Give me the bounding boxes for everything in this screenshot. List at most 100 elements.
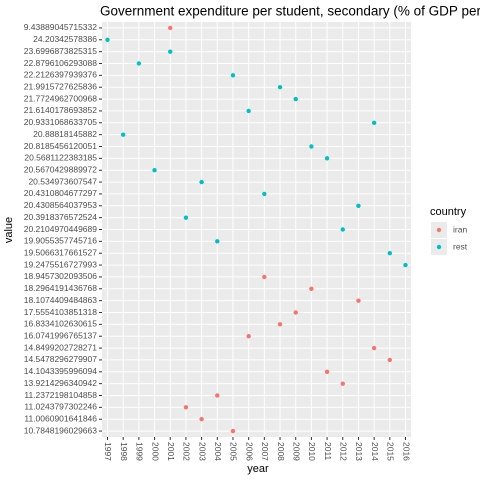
x-tick-label: 2001 <box>166 442 176 461</box>
point <box>246 334 251 339</box>
y-tick-label: 20.534973607547 <box>28 176 97 186</box>
y-tick-label: 23.6996873825315 <box>24 46 98 56</box>
point <box>387 357 393 363</box>
point <box>136 61 142 66</box>
y-tick-label: 14.8499202728271 <box>24 342 98 352</box>
y-tick-label: 24.20342578386 <box>33 34 97 44</box>
point <box>371 345 377 351</box>
y-tick-label: 19.9055357745716 <box>24 236 98 246</box>
y-tick-label: 18.9457302093506 <box>24 271 98 281</box>
y-tick-label: 19.2475516727993 <box>24 259 98 269</box>
point <box>168 25 173 31</box>
point <box>120 132 126 137</box>
x-tick-label: 2015 <box>386 442 396 461</box>
point <box>230 428 236 434</box>
point <box>262 274 267 280</box>
y-tick-label: 20.5670429889972 <box>24 164 98 174</box>
y-tick-label: 20.3918376572524 <box>24 212 98 222</box>
x-tick-label: 2014 <box>370 442 380 461</box>
point <box>324 156 330 161</box>
y-tick-label: 21.6140178693852 <box>24 105 98 115</box>
point <box>403 262 408 268</box>
y-tick-label: 11.2372198104858 <box>24 390 97 400</box>
y-tick-label: 20.88818145882 <box>33 129 97 139</box>
point <box>324 369 330 374</box>
x-axis-title: year <box>247 463 269 475</box>
x-tick-label: 2002 <box>182 442 192 461</box>
x-tick-label: 2004 <box>213 442 223 461</box>
point <box>262 191 267 197</box>
point <box>215 239 220 244</box>
x-tick-label: 2011 <box>323 442 333 461</box>
y-tick-label: 20.5681122383185 <box>24 153 97 163</box>
legend-marker <box>436 244 442 250</box>
point <box>356 203 361 208</box>
point <box>152 168 157 173</box>
x-tick-label: 2010 <box>307 442 317 461</box>
point <box>309 286 314 291</box>
point <box>293 96 298 102</box>
y-tick-label: 21.7724962700968 <box>24 93 98 103</box>
point <box>199 417 204 422</box>
y-tick-label: 11.0060901641846 <box>24 413 97 423</box>
y-tick-label: 20.4310804677297 <box>24 188 98 198</box>
point <box>356 298 361 303</box>
x-tick-label: 2005 <box>229 442 239 461</box>
y-axis-title: value <box>3 217 15 243</box>
y-tick-label: 22.2126397939376 <box>24 70 98 80</box>
x-tick-label: 2013 <box>354 442 364 461</box>
point <box>246 108 251 114</box>
y-tick-label: 13.9214296340942 <box>24 378 98 388</box>
legend-label: iran <box>453 224 467 234</box>
y-tick-label: 10.7848196029663 <box>24 425 98 435</box>
y-tick-label: 20.8185456120051 <box>24 141 98 151</box>
legend-marker <box>436 227 442 233</box>
y-tick-label: 20.9331068633705 <box>24 117 98 127</box>
point <box>277 322 283 327</box>
point <box>230 73 236 78</box>
point <box>340 227 345 232</box>
x-tick-label: 2008 <box>276 442 286 461</box>
y-tick-label: 11.0243797302246 <box>24 402 97 412</box>
y-tick-label: 14.1043395996094 <box>24 366 98 376</box>
y-tick-label: 9.43889045715332 <box>24 22 98 32</box>
x-tick-label: 2012 <box>339 442 349 461</box>
y-tick-label: 18.2964191436768 <box>24 283 98 293</box>
point <box>277 85 283 90</box>
legend-label: rest <box>453 241 468 251</box>
x-tick-label: 2016 <box>401 442 411 461</box>
y-tick-label: 16.8334102630615 <box>24 319 98 329</box>
point <box>215 393 220 398</box>
y-tick-label: 16.0741996765137 <box>24 330 98 340</box>
point <box>199 179 204 185</box>
point <box>309 144 314 149</box>
point <box>183 215 189 220</box>
point <box>293 310 298 315</box>
chart-title: Government expenditure per student, seco… <box>100 4 480 19</box>
x-tick-label: 1997 <box>103 442 113 461</box>
x-tick-label: 2009 <box>291 442 301 461</box>
y-tick-label: 17.5554103851318 <box>24 307 98 317</box>
y-tick-label: 21.9915727625836 <box>24 81 98 91</box>
y-tick-label: 20.4308564037953 <box>24 200 98 210</box>
x-tick-label: 1998 <box>119 442 129 461</box>
point <box>105 37 110 42</box>
point <box>387 251 393 256</box>
x-tick-label: 2006 <box>244 442 254 461</box>
y-tick-label: 20.2104970449689 <box>24 224 98 234</box>
y-tick-label: 19.5066317661527 <box>24 247 98 257</box>
x-tick-label: 2000 <box>150 442 160 461</box>
x-tick-label: 1999 <box>135 442 145 461</box>
x-tick-label: 2003 <box>197 442 207 461</box>
y-tick-label: 14.5478296279907 <box>24 354 98 364</box>
point <box>183 405 189 410</box>
point <box>168 49 173 54</box>
y-tick-label: 22.8796106293088 <box>24 58 98 68</box>
x-tick-label: 2007 <box>260 442 270 461</box>
point <box>371 120 377 125</box>
point <box>340 381 345 386</box>
y-tick-label: 18.1074409484863 <box>24 295 98 305</box>
legend-title: country <box>430 206 467 218</box>
